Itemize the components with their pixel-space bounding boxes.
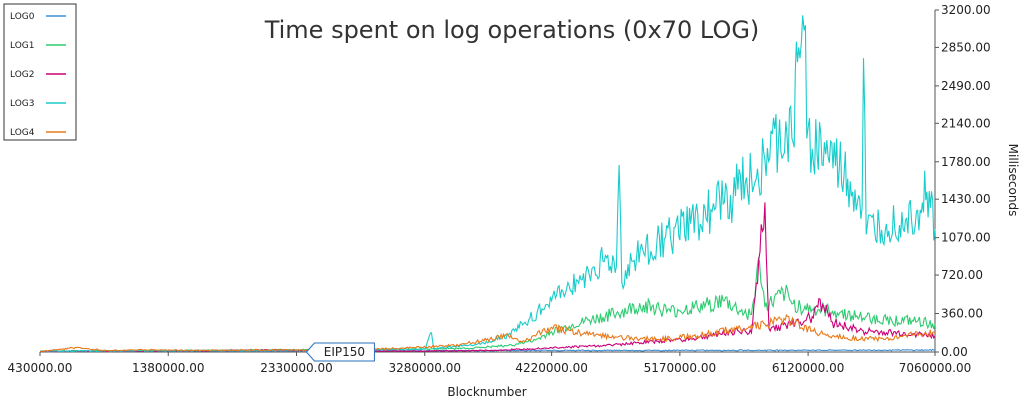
annotation-label: EIP150 (324, 345, 365, 359)
y-tick-label: 3200.00 (941, 3, 991, 17)
y-tick-label: 1430.00 (941, 192, 991, 206)
plot-area (39, 10, 936, 353)
x-tick-label: 7060000.00 (899, 361, 972, 375)
x-tick-label: 1380000.00 (132, 361, 205, 375)
x-tick-label: 5170000.00 (644, 361, 717, 375)
legend-label: LOG2 (10, 70, 34, 80)
x-tick-label: 430000.00 (8, 361, 73, 375)
legend-label: LOG0 (10, 12, 35, 22)
series-line-log1 (39, 256, 936, 353)
y-tick-label: 1780.00 (941, 155, 991, 169)
y-axis-label: Milliseconds (1006, 144, 1020, 217)
x-tick-label: 2330000.00 (260, 361, 333, 375)
series-line-log3 (39, 15, 936, 353)
x-axis: 430000.00 1380000.00 2330000.00 3280000.00 4… (8, 352, 972, 375)
chart-title: Time spent on log operations (0x70 LOG) (264, 16, 760, 44)
x-axis-label: Blocknumber (447, 385, 526, 399)
y-tick-label: 0.00 (941, 345, 968, 359)
x-tick-label: 4220000.00 (515, 361, 588, 375)
x-tick-label: 3280000.00 (388, 361, 461, 375)
y-tick-label: 720.00 (941, 268, 983, 282)
eip150-annotation: EIP150 (305, 342, 375, 362)
legend-label: LOG1 (10, 41, 34, 51)
x-tick-label: 6120000.00 (772, 361, 845, 375)
y-tick-label: 2140.00 (941, 116, 991, 130)
legend-box (3, 3, 77, 141)
y-tick-label: 360.00 (941, 307, 983, 321)
legend: LOG0 LOG1 LOG2 LOG3 LOG4 (3, 3, 77, 141)
legend-label: LOG3 (10, 99, 34, 109)
legend-label: LOG4 (10, 128, 35, 138)
y-tick-label: 2490.00 (941, 79, 991, 93)
annotation-marker (305, 342, 375, 362)
series-line-log2 (39, 202, 936, 353)
y-axis: 0.00 360.00 720.00 1070.00 1430.00 1780.00 214… (935, 3, 991, 359)
y-tick-label: 2850.00 (941, 40, 991, 54)
series-line-log4 (39, 313, 936, 353)
y-tick-label: 1070.00 (941, 231, 991, 245)
